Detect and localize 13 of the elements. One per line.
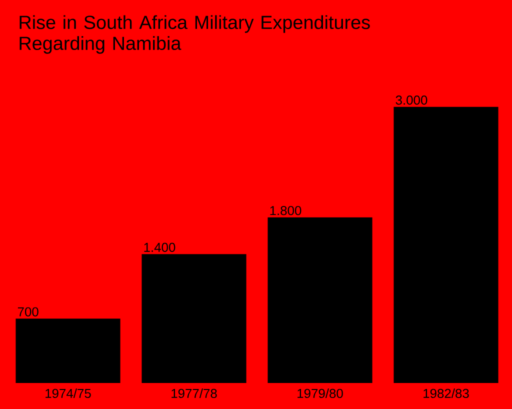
data-label: 700 bbox=[18, 307, 38, 316]
data-label: 3.000 bbox=[396, 96, 428, 105]
bar bbox=[268, 217, 372, 383]
x-tick-label: 1979/80 bbox=[298, 388, 343, 398]
bar bbox=[394, 106, 498, 383]
bar bbox=[142, 254, 246, 383]
x-tick-label: 1977/78 bbox=[172, 388, 217, 398]
x-tick-label: 1982/83 bbox=[424, 388, 469, 398]
chart-title: Rise in South Africa Military Expenditures Regarding Namibia bbox=[20, 15, 370, 54]
x-tick-label: 1974/75 bbox=[46, 388, 91, 398]
data-label: 1.400 bbox=[144, 242, 176, 252]
data-label: 1.800 bbox=[270, 206, 302, 216]
bar bbox=[16, 318, 120, 383]
